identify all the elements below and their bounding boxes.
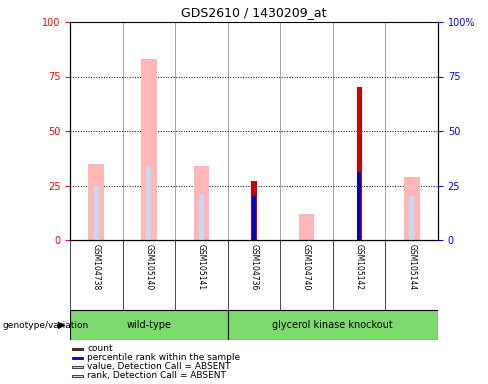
Bar (72, 348, 83, 349)
Text: GSM105142: GSM105142 (355, 243, 364, 290)
Bar (404, 177, 420, 240)
Bar (88, 164, 104, 240)
Text: genotype/variation: genotype/variation (2, 321, 89, 329)
Text: GSM104740: GSM104740 (302, 243, 311, 290)
Text: wild-type: wild-type (126, 320, 171, 330)
Bar (199, 194, 204, 240)
Bar (251, 181, 257, 240)
Text: count: count (87, 344, 113, 353)
Bar (94, 185, 99, 240)
Bar (299, 214, 314, 240)
Text: value, Detection Call = ABSENT: value, Detection Call = ABSENT (87, 362, 231, 371)
Text: GSM104738: GSM104738 (92, 243, 101, 290)
Bar (141, 59, 157, 240)
Bar (252, 196, 256, 240)
Text: glycerol kinase knockout: glycerol kinase knockout (272, 320, 393, 330)
Bar (70, 310, 228, 340)
Bar (194, 166, 209, 240)
Text: GSM105144: GSM105144 (407, 243, 416, 290)
Bar (72, 357, 83, 359)
Text: GSM105140: GSM105140 (144, 243, 153, 290)
Bar (72, 366, 83, 367)
Bar (228, 310, 438, 340)
Bar (72, 375, 83, 377)
Text: rank, Detection Call = ABSENT: rank, Detection Call = ABSENT (87, 371, 226, 380)
Bar (357, 172, 361, 240)
Text: ▶: ▶ (58, 320, 65, 330)
Title: GDS2610 / 1430209_at: GDS2610 / 1430209_at (181, 7, 327, 20)
Text: GSM105141: GSM105141 (197, 243, 206, 290)
Text: percentile rank within the sample: percentile rank within the sample (87, 353, 241, 362)
Bar (357, 88, 362, 240)
Text: GSM104736: GSM104736 (249, 243, 259, 290)
Bar (146, 166, 151, 240)
Bar (409, 196, 414, 240)
